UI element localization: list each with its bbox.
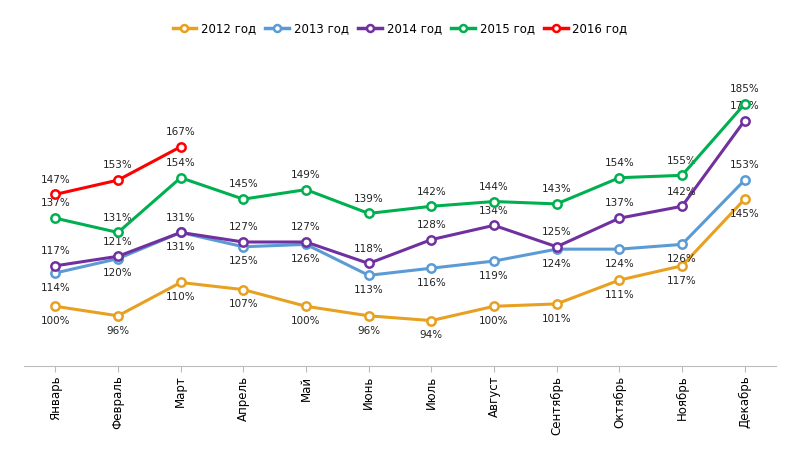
Text: 145%: 145% bbox=[730, 209, 759, 219]
Text: 142%: 142% bbox=[667, 187, 697, 197]
Text: 144%: 144% bbox=[479, 182, 509, 192]
Text: 100%: 100% bbox=[41, 316, 70, 326]
Text: 100%: 100% bbox=[291, 316, 321, 326]
Text: 131%: 131% bbox=[166, 213, 195, 223]
Text: 100%: 100% bbox=[479, 316, 509, 326]
Text: 153%: 153% bbox=[730, 160, 759, 170]
Text: 185%: 185% bbox=[730, 84, 759, 94]
Text: 124%: 124% bbox=[542, 259, 571, 269]
Text: 120%: 120% bbox=[103, 268, 133, 279]
Text: 131%: 131% bbox=[103, 213, 133, 223]
Text: 147%: 147% bbox=[41, 174, 70, 185]
Text: 116%: 116% bbox=[417, 278, 446, 288]
Text: 125%: 125% bbox=[542, 227, 571, 237]
Text: 107%: 107% bbox=[229, 299, 258, 310]
Text: 137%: 137% bbox=[605, 198, 634, 209]
Text: 154%: 154% bbox=[605, 158, 634, 168]
Text: 142%: 142% bbox=[417, 187, 446, 197]
Text: 96%: 96% bbox=[357, 325, 380, 335]
Text: 155%: 155% bbox=[667, 156, 697, 166]
Text: 153%: 153% bbox=[103, 160, 133, 170]
Text: 134%: 134% bbox=[479, 205, 509, 216]
Text: 149%: 149% bbox=[291, 170, 321, 180]
Text: 121%: 121% bbox=[103, 236, 133, 247]
Text: 101%: 101% bbox=[542, 314, 571, 324]
Text: 137%: 137% bbox=[41, 198, 70, 209]
Text: 96%: 96% bbox=[106, 325, 130, 335]
Text: 154%: 154% bbox=[166, 158, 195, 168]
Text: 125%: 125% bbox=[229, 257, 258, 266]
Text: 145%: 145% bbox=[229, 180, 258, 189]
Text: 94%: 94% bbox=[420, 330, 443, 340]
Text: 139%: 139% bbox=[354, 194, 383, 204]
Text: 118%: 118% bbox=[354, 244, 383, 254]
Text: 119%: 119% bbox=[479, 271, 509, 281]
Text: 110%: 110% bbox=[166, 292, 195, 302]
Text: 113%: 113% bbox=[354, 285, 383, 295]
Text: 128%: 128% bbox=[417, 220, 446, 230]
Text: 131%: 131% bbox=[166, 242, 195, 252]
Text: 167%: 167% bbox=[166, 127, 195, 137]
Text: 124%: 124% bbox=[605, 259, 634, 269]
Text: 127%: 127% bbox=[229, 222, 258, 232]
Text: 111%: 111% bbox=[605, 290, 634, 300]
Legend: 2012 год, 2013 год, 2014 год, 2015 год, 2016 год: 2012 год, 2013 год, 2014 год, 2015 год, … bbox=[173, 22, 627, 35]
Text: 117%: 117% bbox=[667, 275, 697, 286]
Text: 126%: 126% bbox=[667, 254, 697, 264]
Text: 126%: 126% bbox=[291, 254, 321, 264]
Text: 117%: 117% bbox=[41, 246, 70, 256]
Text: 178%: 178% bbox=[730, 101, 759, 111]
Text: 127%: 127% bbox=[291, 222, 321, 232]
Text: 114%: 114% bbox=[41, 283, 70, 293]
Text: 143%: 143% bbox=[542, 184, 571, 194]
